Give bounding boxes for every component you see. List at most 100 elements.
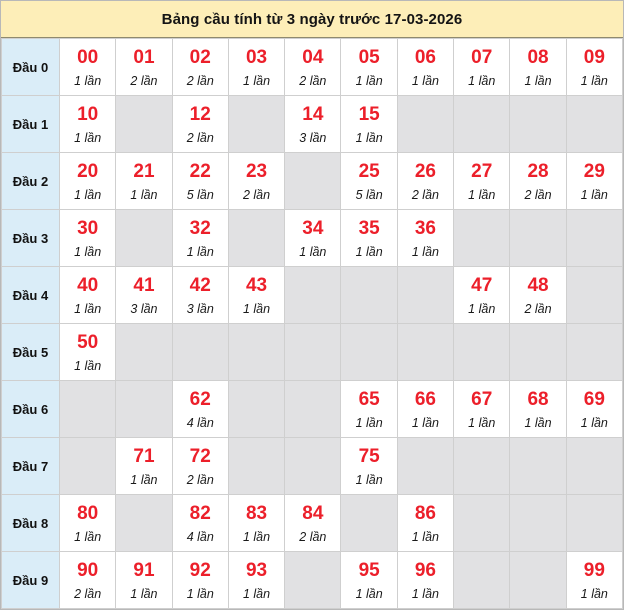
- table-row: Đầu 3 30 1 lần 32 1 lần 34 1 lần 35 1 lần 36 1 lần: [1, 209, 624, 267]
- cell-number: 05: [358, 46, 380, 68]
- number-cell[interactable]: 08 1 lần: [509, 38, 567, 96]
- number-cell[interactable]: 67 1 lần: [453, 380, 511, 438]
- number-cell[interactable]: 83 1 lần: [227, 494, 286, 552]
- number-cell[interactable]: 91 1 lần: [115, 551, 173, 609]
- number-cell[interactable]: 28 2 lần: [509, 152, 567, 210]
- number-cell[interactable]: 30 1 lần: [58, 209, 117, 267]
- number-cell[interactable]: 71 1 lần: [115, 437, 173, 495]
- number-cell[interactable]: 02 2 lần: [171, 38, 229, 96]
- number-cell[interactable]: 05 1 lần: [340, 38, 398, 96]
- number-cell[interactable]: 00 1 lần: [58, 38, 117, 96]
- number-cell[interactable]: 75 1 lần: [340, 437, 398, 495]
- cell-number: 06: [414, 46, 436, 68]
- number-cell[interactable]: 07 1 lần: [453, 38, 511, 96]
- number-cell[interactable]: 15 1 lần: [340, 95, 398, 153]
- number-cell[interactable]: 69 1 lần: [565, 380, 624, 438]
- number-cell[interactable]: 68 1 lần: [509, 380, 567, 438]
- cell-number: 82: [189, 502, 211, 524]
- number-cell[interactable]: 50 1 lần: [58, 323, 117, 381]
- cell-number: 35: [358, 217, 380, 239]
- number-cell[interactable]: 21 1 lần: [115, 152, 173, 210]
- cell-count: 1 lần: [355, 130, 383, 145]
- number-cell[interactable]: 93 1 lần: [227, 551, 286, 609]
- cell-number: 09: [583, 46, 605, 68]
- number-cell[interactable]: 10 1 lần: [58, 95, 117, 153]
- cell-count: 5 lần: [355, 187, 383, 202]
- number-cell[interactable]: 82 4 lần: [171, 494, 229, 552]
- cell-count: 1 lần: [468, 187, 496, 202]
- number-cell[interactable]: 06 1 lần: [396, 38, 455, 96]
- number-cell[interactable]: 04 2 lần: [284, 38, 342, 96]
- number-cell[interactable]: 20 1 lần: [58, 152, 117, 210]
- number-cell[interactable]: 27 1 lần: [453, 152, 511, 210]
- number-cell[interactable]: 99 1 lần: [565, 551, 624, 609]
- number-cell[interactable]: 42 3 lần: [171, 266, 229, 324]
- number-cell[interactable]: 86 1 lần: [396, 494, 455, 552]
- cell-number: 71: [133, 445, 155, 467]
- empty-cell: [453, 323, 511, 381]
- cell-count: 2 lần: [186, 130, 214, 145]
- number-cell[interactable]: 32 1 lần: [171, 209, 229, 267]
- number-cell[interactable]: 95 1 lần: [340, 551, 398, 609]
- cell-count: 1 lần: [242, 529, 271, 544]
- table-body: Đầu 0 00 1 lần 01 2 lần 02 2 lần 03 1 lần 04 2 lần…: [1, 38, 624, 609]
- number-cell[interactable]: 25 5 lần: [340, 152, 398, 210]
- cell-number: 12: [189, 103, 211, 125]
- number-cell[interactable]: 90 2 lần: [58, 551, 117, 609]
- cell-number: 02: [189, 46, 211, 68]
- number-cell[interactable]: 41 3 lần: [115, 266, 173, 324]
- cell-count: 1 lần: [130, 472, 158, 487]
- empty-cell: [227, 209, 286, 267]
- number-cell[interactable]: 65 1 lần: [340, 380, 398, 438]
- number-cell[interactable]: 96 1 lần: [396, 551, 455, 609]
- number-cell[interactable]: 62 4 lần: [171, 380, 229, 438]
- empty-cell: [453, 437, 511, 495]
- cell-number: 20: [77, 160, 99, 182]
- cell-number: 92: [189, 559, 211, 581]
- cell-count: 1 lần: [580, 187, 608, 202]
- cell-count: 1 lần: [74, 529, 102, 544]
- number-cell[interactable]: 84 2 lần: [284, 494, 342, 552]
- empty-cell: [340, 266, 398, 324]
- number-cell[interactable]: 14 3 lần: [284, 95, 342, 153]
- cell-number: 00: [77, 46, 99, 68]
- cell-number: 10: [77, 103, 99, 125]
- number-cell[interactable]: 22 5 lần: [171, 152, 229, 210]
- number-cell[interactable]: 01 2 lần: [115, 38, 173, 96]
- cell-count: 1 lần: [355, 415, 383, 430]
- cell-count: 2 lần: [411, 187, 439, 202]
- empty-cell: [171, 323, 229, 381]
- number-cell[interactable]: 36 1 lần: [396, 209, 455, 267]
- empty-cell: [509, 209, 567, 267]
- cell-count: 2 lần: [524, 301, 552, 316]
- number-cell[interactable]: 48 2 lần: [509, 266, 567, 324]
- number-cell[interactable]: 26 2 lần: [396, 152, 455, 210]
- cell-number: 69: [583, 388, 605, 410]
- number-cell[interactable]: 03 1 lần: [227, 38, 286, 96]
- number-cell[interactable]: 66 1 lần: [396, 380, 455, 438]
- number-cell[interactable]: 09 1 lần: [565, 38, 624, 96]
- number-cell[interactable]: 23 2 lần: [227, 152, 286, 210]
- number-cell[interactable]: 92 1 lần: [171, 551, 229, 609]
- number-cell[interactable]: 40 1 lần: [58, 266, 117, 324]
- number-cell[interactable]: 47 1 lần: [453, 266, 511, 324]
- cell-number: 23: [245, 160, 268, 182]
- cell-number: 84: [302, 502, 324, 524]
- number-cell[interactable]: 29 1 lần: [565, 152, 624, 210]
- number-cell[interactable]: 72 2 lần: [171, 437, 229, 495]
- number-cell[interactable]: 43 1 lần: [227, 266, 286, 324]
- number-cell[interactable]: 35 1 lần: [340, 209, 398, 267]
- cell-count: 1 lần: [411, 73, 439, 88]
- cell-number: 22: [189, 160, 211, 182]
- empty-cell: [58, 437, 117, 495]
- cell-number: 41: [133, 274, 155, 296]
- number-cell[interactable]: 12 2 lần: [171, 95, 229, 153]
- row-header-3: Đầu 3: [1, 209, 60, 267]
- cell-number: 48: [527, 274, 549, 296]
- cell-count: 1 lần: [130, 586, 158, 601]
- number-cell[interactable]: 34 1 lần: [284, 209, 342, 267]
- cell-count: 1 lần: [74, 244, 102, 259]
- cell-number: 26: [414, 160, 436, 182]
- empty-cell: [284, 266, 342, 324]
- number-cell[interactable]: 80 1 lần: [58, 494, 117, 552]
